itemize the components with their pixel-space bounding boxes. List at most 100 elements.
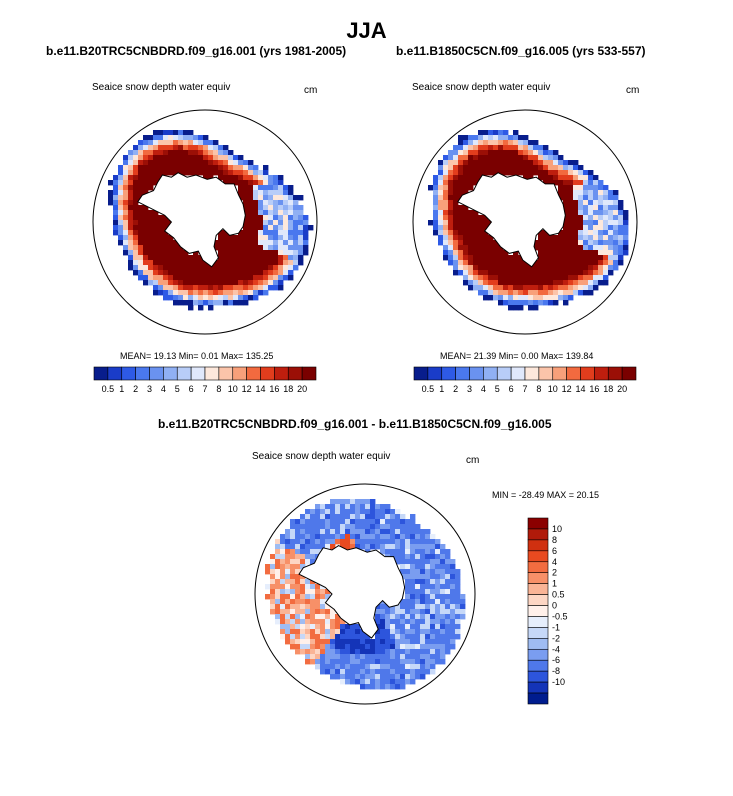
panel-3-stats: MIN = -28.49 MAX = 20.15 <box>492 490 600 500</box>
panel-2-map-cell <box>543 275 549 281</box>
panel-1-map-cell <box>278 185 284 191</box>
panel-1-map-cell <box>223 275 229 281</box>
panel-1-map-cell <box>208 305 214 311</box>
panel-1-map-cell <box>248 295 254 301</box>
panel-2-map-cell <box>488 255 494 261</box>
panel-1-colorbar-tick-label: 10 <box>228 384 238 394</box>
panel-3-map-cell <box>305 589 311 595</box>
panel-1-colorbar-tick-label: 6 <box>189 384 194 394</box>
panel-1-map-cell <box>223 180 229 186</box>
panel-1-map-cell <box>223 290 229 296</box>
panel-1-map-cell <box>158 285 164 291</box>
panel-2-map-cell <box>533 290 539 296</box>
panel-2-map-cell <box>538 285 544 291</box>
panel-3-map-cell <box>355 624 361 630</box>
panel-1-map-cell <box>228 265 234 271</box>
panel-3-map-cell <box>440 569 446 575</box>
figure-title: JJA <box>346 18 387 43</box>
panel-2-map-cell <box>473 215 479 221</box>
panel-2-map-cell <box>468 145 474 151</box>
panel-3-map-cell <box>430 569 436 575</box>
panel-3-map-cell <box>425 634 431 640</box>
panel-3-map-cell <box>350 674 356 680</box>
panel-1-map-cell <box>163 130 169 136</box>
panel-2-map-cell <box>608 220 614 226</box>
panel-1-map-cell <box>203 170 209 176</box>
panel-1-map-cell <box>238 190 244 196</box>
panel-2-map-cell <box>453 260 459 266</box>
panel-3-map-cell <box>280 634 286 640</box>
panel-1-map-cell <box>268 185 274 191</box>
panel-1-map-cell <box>268 255 274 261</box>
panel-2-map-cell <box>563 160 569 166</box>
panel-2-map-cell <box>563 275 569 281</box>
panel-3-map-cell <box>375 544 381 550</box>
panel-1-map-cell <box>138 155 144 161</box>
panel-1-map-cell <box>138 165 144 171</box>
panel-1-map-cell <box>283 205 289 211</box>
panel-2-map-cell <box>573 260 579 266</box>
panel-3-map-cell <box>280 579 286 585</box>
panel-2-map-cell <box>593 185 599 191</box>
panel-3-map-cell <box>425 529 431 535</box>
panel-3-colorbar-tick-label: 0.5 <box>552 590 565 600</box>
panel-1-map-cell <box>198 260 204 266</box>
panel-1-map-cell <box>198 290 204 296</box>
panel-3-map-cell <box>325 669 331 675</box>
panel-2-map-cell <box>543 255 549 261</box>
panel-1-map-cell <box>238 180 244 186</box>
panel-3-map-cell <box>420 629 426 635</box>
panel-3-map-cell <box>360 639 366 645</box>
panel-2-map-cell <box>478 255 484 261</box>
panel-1-map-cell <box>223 265 229 271</box>
panel-3-map-cell <box>275 574 281 580</box>
panel-1-map-cell <box>243 280 249 286</box>
panel-2-map-cell <box>548 150 554 156</box>
panel-1-map-cell <box>243 285 249 291</box>
panel-1-map-cell <box>143 210 149 216</box>
panel-3-map-cell <box>400 619 406 625</box>
panel-1-map-cell <box>248 200 254 206</box>
panel-3-map-cell <box>345 524 351 530</box>
panel-2-map-cell <box>493 260 499 266</box>
panel-1-map-cell <box>153 165 159 171</box>
panel-2-map-cell <box>553 180 559 186</box>
panel-1-map-cell <box>228 300 234 306</box>
panel-1-map-cell <box>138 265 144 271</box>
panel-3-map-cell <box>405 539 411 545</box>
panel-2-map-cell <box>463 255 469 261</box>
panel-1-map-cell <box>173 160 179 166</box>
panel-3-map-cell <box>275 539 281 545</box>
panel-1-map-cell <box>178 275 184 281</box>
panel-2-map-cell <box>593 200 599 206</box>
panel-2-map-cell <box>558 180 564 186</box>
panel-1-colorbar-swatch <box>149 366 164 381</box>
panel-1-map-cell <box>213 270 219 276</box>
panel-3-map-cell <box>395 614 401 620</box>
panel-3-map-cell <box>300 649 306 655</box>
panel-2-map-cell <box>513 135 519 141</box>
panel-2-map-cell <box>463 205 469 211</box>
panel-3-map-cell <box>430 594 436 600</box>
panel-3-colorbar-tick-label: -1 <box>552 622 560 632</box>
panel-2-map-cell <box>493 280 499 286</box>
panel-1-map-cell <box>243 270 249 276</box>
panel-3-map-cell <box>345 519 351 525</box>
panel-3-colorbar-swatch <box>527 561 549 574</box>
panel-3-map-cell <box>395 524 401 530</box>
panel-2-map-cell <box>493 290 499 296</box>
panel-3-map-cell <box>310 614 316 620</box>
panel-3-map-cell <box>425 619 431 625</box>
panel-2-colorbar-swatch <box>469 366 484 381</box>
panel-3-map-cell <box>415 539 421 545</box>
panel-1-map-cell <box>193 150 199 156</box>
panel-2-map-cell <box>553 250 559 256</box>
panel-2-map-cell <box>548 295 554 301</box>
panel-2-map-cell <box>478 245 484 251</box>
panel-1-map-cell <box>198 160 204 166</box>
panel-2-map-cell <box>503 140 509 146</box>
panel-3-map-cell <box>305 614 311 620</box>
panel-3-map-cell <box>405 674 411 680</box>
panel-2-map-cell <box>583 195 589 201</box>
panel-3-map-cell <box>320 669 326 675</box>
